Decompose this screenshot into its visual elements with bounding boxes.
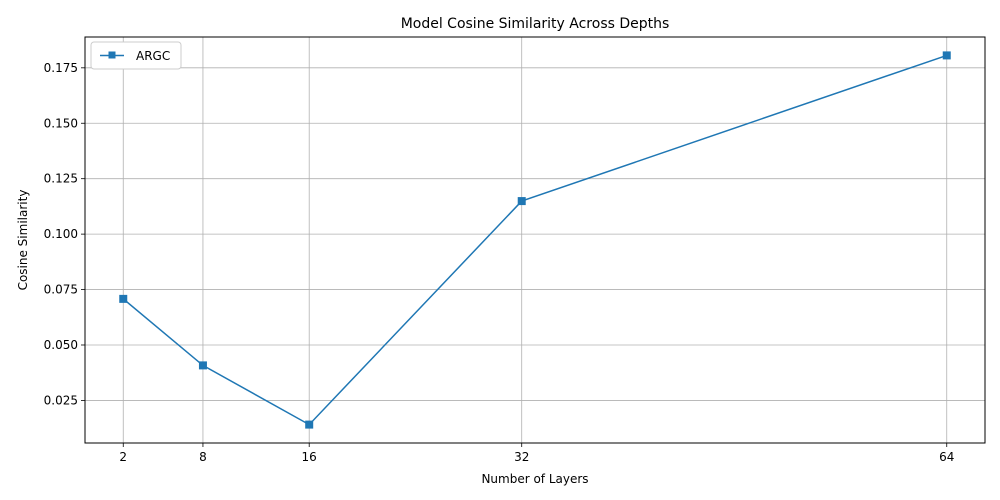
legend-label: ARGC: [136, 49, 170, 63]
x-axis-title: Number of Layers: [481, 472, 588, 486]
data-point-marker: [119, 294, 128, 303]
x-tick-label: 32: [514, 450, 529, 464]
y-tick-label: 0.125: [44, 172, 78, 186]
x-tick-label: 16: [302, 450, 317, 464]
grid: [85, 37, 985, 443]
y-tick-label: 0.150: [44, 116, 78, 130]
x-tick-label: 8: [199, 450, 207, 464]
chart-title: Model Cosine Similarity Across Depths: [401, 16, 670, 32]
data-point-marker: [942, 51, 951, 60]
y-axis: 0.025 0.050 0.075 0.100 0.125 0.150 0.175: [44, 61, 85, 407]
series-layer: [119, 51, 951, 429]
data-point-marker: [517, 197, 526, 206]
x-tick-label: 2: [119, 450, 127, 464]
plot-frame: [84, 36, 986, 444]
y-tick-label: 0.025: [44, 393, 78, 407]
legend-box: [90, 41, 182, 70]
x-tick-label: 64: [939, 450, 954, 464]
legend-marker-swatch: [108, 51, 116, 59]
x-axis: 2 8 16 32 64: [119, 443, 954, 464]
y-tick-label: 0.175: [44, 61, 78, 75]
y-axis-title: Cosine Similarity: [16, 190, 30, 291]
legend: ARGC: [90, 41, 182, 70]
data-point-marker: [198, 361, 207, 370]
y-tick-label: 0.050: [44, 338, 78, 352]
data-point-marker: [305, 420, 314, 429]
y-tick-label: 0.075: [44, 283, 78, 297]
y-tick-label: 0.100: [44, 227, 78, 241]
